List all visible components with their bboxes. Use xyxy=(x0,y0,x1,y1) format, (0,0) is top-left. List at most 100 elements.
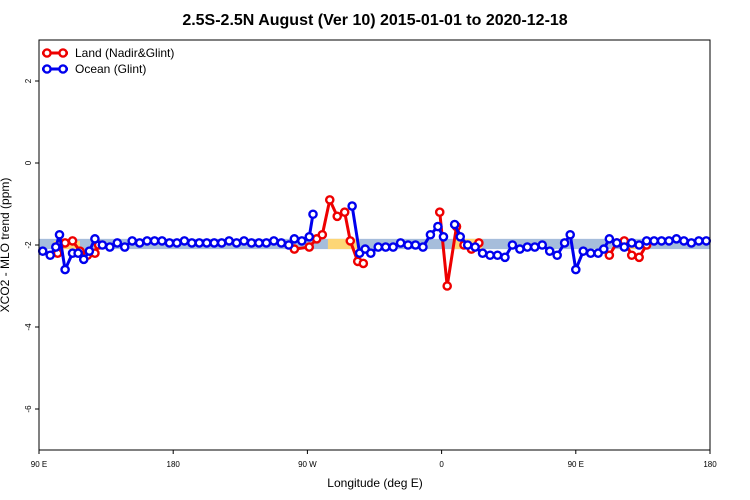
series-1-point-0-28 xyxy=(231,238,242,248)
series-1-point-0-24 xyxy=(201,238,212,248)
series-0-point-1-4 xyxy=(324,195,335,205)
series-1-point-2-2 xyxy=(462,240,473,250)
series-1-point-0-9 xyxy=(90,234,100,244)
series-1 xyxy=(37,201,712,275)
series-1-point-2-5 xyxy=(485,250,495,261)
series-1-point-2-16 xyxy=(565,229,576,240)
series-1-point-1-11 xyxy=(425,229,436,240)
series-1-point-0-13 xyxy=(119,242,130,252)
y-tick-label-3: -4 xyxy=(24,323,33,331)
series-1-point-2-27 xyxy=(641,236,652,246)
series-0-point-1-3 xyxy=(317,229,328,240)
series-0-point-3-0 xyxy=(604,250,615,261)
series-0-point-1-5 xyxy=(332,211,343,222)
series-1-point-0-15 xyxy=(134,238,145,248)
series-1-point-0-8 xyxy=(84,246,95,256)
series-1-point-2-11 xyxy=(529,242,540,252)
series-0-point-1-6 xyxy=(339,207,350,217)
legend-marker-end-0 xyxy=(58,48,68,58)
series-1-point-2-33 xyxy=(686,238,697,248)
x-axis: 90 E 180 90 W 0 90 E 180 xyxy=(31,450,717,469)
series-1-point-0-11 xyxy=(105,242,115,252)
series-1-point-2-0 xyxy=(449,219,460,230)
series-1-point-1-13 xyxy=(438,231,449,242)
series-1-point-1-4 xyxy=(373,242,384,252)
series-1-point-0-14 xyxy=(127,236,137,246)
series-0-point-1-1 xyxy=(304,242,315,252)
x-tick-label-2: 90 W xyxy=(298,460,317,469)
series-1-point-0-23 xyxy=(194,238,205,248)
series-1-point-2-10 xyxy=(522,242,533,252)
series-1-point-2-23 xyxy=(612,238,622,248)
series-1-point-0-22 xyxy=(187,238,197,248)
series-1-point-0-38 xyxy=(304,231,315,242)
series-layer xyxy=(37,195,712,291)
legend-label-1: Ocean (Glint) xyxy=(75,62,146,76)
series-1-point-2-26 xyxy=(634,240,644,250)
y-tick-label-2: -2 xyxy=(24,241,33,249)
legend: Land (Nadir&Glint) Ocean (Glint) xyxy=(42,46,174,76)
y-axis: 2 0 -2 -4 -6 xyxy=(24,78,39,413)
series-1-point-0-12 xyxy=(112,238,123,248)
series-0-point-1-7 xyxy=(345,236,356,246)
legend-marker-end-1 xyxy=(58,64,68,74)
series-1-point-0-0 xyxy=(37,246,48,256)
series-1-point-2-24 xyxy=(619,242,630,252)
series-1-point-2-19 xyxy=(585,248,596,258)
series-1-point-0-16 xyxy=(142,236,152,246)
series-1-point-2-34 xyxy=(694,236,704,246)
series-1-point-2-7 xyxy=(500,252,510,263)
band-0 xyxy=(39,238,710,250)
series-1-point-2-15 xyxy=(559,238,570,248)
series-1-point-0-35 xyxy=(283,240,294,250)
series-1-point-0-30 xyxy=(246,238,257,248)
series-1-point-2-32 xyxy=(679,236,689,246)
x-tick-label-0: 90 E xyxy=(31,460,47,469)
series-1-point-0-31 xyxy=(254,238,264,248)
series-1-point-2-9 xyxy=(515,244,525,254)
series-1-point-0-39 xyxy=(308,209,318,220)
series-1-point-2-12 xyxy=(537,240,548,250)
series-0-point-0-2 xyxy=(67,236,78,246)
series-1-point-2-30 xyxy=(664,236,674,246)
series-1-point-2-8 xyxy=(507,240,518,250)
y-tick-label-1: 0 xyxy=(24,160,33,165)
x-tick-label-4: 90 E xyxy=(568,460,584,469)
series-0-point-1-9 xyxy=(358,258,369,269)
series-1-point-0-18 xyxy=(157,236,167,246)
series-1-point-0-25 xyxy=(209,238,220,248)
series-1-point-1-5 xyxy=(380,242,391,252)
x-axis-label: Longitude (deg E) xyxy=(327,476,422,490)
series-1-point-0-34 xyxy=(276,238,287,248)
series-1-point-0-26 xyxy=(216,238,227,248)
series-1-point-0-37 xyxy=(297,236,307,246)
legend-marker-1 xyxy=(42,64,52,74)
series-1-point-0-32 xyxy=(261,238,272,248)
series-1-point-1-6 xyxy=(388,242,398,252)
series-1-point-2-22 xyxy=(604,234,615,244)
series-1-point-0-20 xyxy=(172,238,182,248)
series-0-point-2-1 xyxy=(442,281,452,291)
series-1-point-1-7 xyxy=(395,238,406,248)
y-axis-label: XCO2 - MLO trend (ppm) xyxy=(0,178,12,313)
x-tick-label-5: 180 xyxy=(703,460,717,469)
series-1-point-2-3 xyxy=(470,242,480,252)
series-1-point-0-7 xyxy=(78,254,89,265)
series-1-point-1-8 xyxy=(403,240,413,250)
series-1-point-0-27 xyxy=(224,236,234,246)
series-1-point-0-36 xyxy=(289,234,300,244)
series-1-point-0-6 xyxy=(73,248,83,258)
series-1-point-2-4 xyxy=(477,248,488,258)
series-1-point-0-4 xyxy=(60,264,70,275)
series-1-point-2-6 xyxy=(492,250,503,261)
series-1-point-2-1 xyxy=(455,231,466,242)
series-0-point-2-0 xyxy=(434,207,445,217)
series-1-point-2-13 xyxy=(544,246,555,256)
chart-title: 2.5S-2.5N August (Ver 10) 2015-01-01 to … xyxy=(182,12,567,29)
series-1-point-0-33 xyxy=(269,236,279,246)
series-1-point-1-3 xyxy=(365,248,376,258)
series-0-point-3-4 xyxy=(634,252,644,263)
legend-label-0: Land (Nadir&Glint) xyxy=(75,46,174,60)
series-1-point-0-1 xyxy=(45,250,55,261)
series-0-line-1 xyxy=(294,198,364,265)
